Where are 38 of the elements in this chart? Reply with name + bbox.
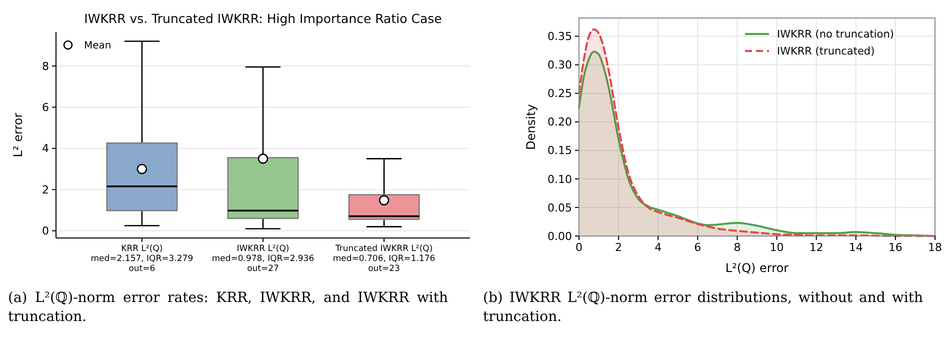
y-tick-label: 0 bbox=[42, 224, 49, 238]
chart-title: IWKRR vs. Truncated IWKRR: High Importance Ratio Case bbox=[84, 11, 442, 26]
x-tick-label: 0 bbox=[576, 241, 582, 254]
x-tick-label: 12 bbox=[809, 241, 824, 254]
x-tick-label: IWKRR L²(Q) med=0.978, IQR=2.936 out=27 bbox=[212, 244, 314, 274]
x-tick-label: 2 bbox=[615, 241, 622, 254]
x-axis-title: L²(Q) error bbox=[725, 261, 789, 275]
x-tick-label: 6 bbox=[694, 241, 702, 254]
x-tick-label: 8 bbox=[734, 241, 741, 254]
x-tick-label: Truncated IWKRR L²(Q) med=0.706, IQR=1.176 out=23 bbox=[332, 244, 436, 274]
y-tick-label: 0.15 bbox=[548, 144, 572, 158]
x-tick-label: 4 bbox=[654, 241, 662, 254]
y-tick-label: 4 bbox=[42, 142, 49, 156]
y-axis-title: L² error bbox=[11, 112, 25, 158]
x-tick-label: 10 bbox=[770, 241, 784, 254]
legend-label: IWKRR (truncated) bbox=[777, 46, 875, 58]
x-tick-label: KRR L²(Q) med=2.157, IQR=3.279 out=6 bbox=[90, 244, 194, 274]
point bbox=[258, 154, 268, 164]
x-tick-label: 16 bbox=[888, 241, 902, 254]
y-tick-label: 0.20 bbox=[548, 116, 572, 129]
y-tick-label: 6 bbox=[42, 101, 49, 114]
y-tick-label: 0.00 bbox=[548, 230, 572, 243]
x-tick-label: 18 bbox=[928, 241, 942, 254]
y-axis-title: Density bbox=[524, 104, 538, 150]
point bbox=[136, 164, 148, 174]
y-tick-label: 0.10 bbox=[548, 172, 572, 186]
legend-label: IWKRR (no truncation) bbox=[777, 28, 894, 41]
point bbox=[378, 195, 390, 206]
y-tick-label: 0.25 bbox=[548, 87, 572, 100]
y-tick-label: 0.05 bbox=[548, 201, 572, 214]
y-tick-label: 0.35 bbox=[548, 30, 572, 44]
y-tick-label: 0.30 bbox=[548, 58, 572, 72]
text: (b) IWKRR L²(ℚ)-norm error distributions, without and with truncation. bbox=[483, 289, 923, 327]
y-tick-label: 8 bbox=[42, 60, 49, 73]
x-tick-label: 14 bbox=[848, 241, 863, 254]
text: (a) L²(ℚ)-norm error rates: KRR, IWKRR, and IWKRR with truncation. bbox=[8, 289, 448, 327]
y-tick-label: 2 bbox=[42, 183, 49, 196]
legend-label: Mean bbox=[84, 40, 112, 52]
